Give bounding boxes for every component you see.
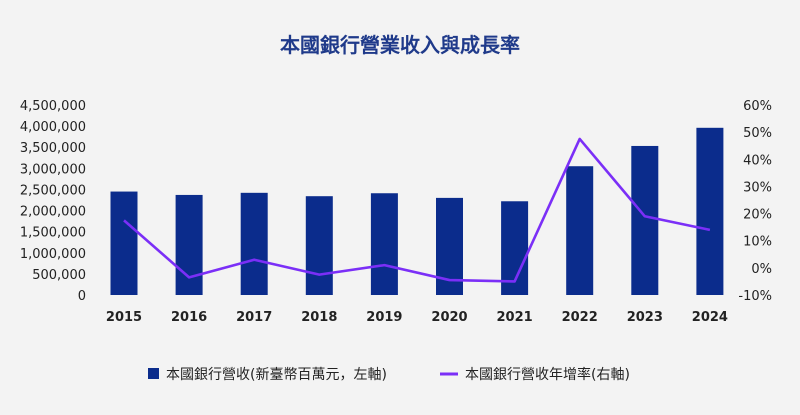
bar (696, 127, 724, 295)
left-tick-label: 4,500,000 (20, 99, 86, 114)
legend-line-label: 本國銀行營收年增率(右軸) (465, 366, 630, 383)
x-tick-label: 2024 (692, 310, 728, 325)
right-tick-label: 20% (743, 208, 772, 223)
left-tick-label: 2,000,000 (20, 205, 86, 220)
x-tick-label: 2017 (236, 310, 272, 325)
x-tick-label: 2019 (366, 310, 402, 325)
left-axis-ticks: 4,500,000 4,000,000 3,500,000 3,000,000 2,50… (20, 99, 86, 304)
x-tick-label: 2021 (497, 310, 533, 325)
right-tick-label: 30% (743, 180, 772, 195)
left-tick-label: 4,000,000 (20, 120, 86, 135)
right-tick-label: 50% (743, 126, 772, 141)
bar (175, 194, 203, 295)
legend-bar-label: 本國銀行營收(新臺幣百萬元，左軸) (166, 367, 387, 383)
left-tick-label: 500,000 (32, 268, 86, 283)
right-tick-label: 40% (743, 153, 772, 168)
right-tick-label: 0% (751, 262, 772, 277)
x-tick-label: 2016 (171, 310, 207, 325)
left-tick-label: 0 (78, 289, 86, 304)
x-axis-ticks: 2015 2016 2017 2018 2019 2020 2021 2022 2023 2024 (106, 310, 728, 325)
left-tick-label: 1,500,000 (20, 226, 86, 241)
legend: 本國銀行營收(新臺幣百萬元，左軸) 本國銀行營收年增率(右軸) (148, 366, 630, 383)
right-tick-label: 10% (743, 235, 772, 250)
legend-bar-swatch (148, 368, 159, 379)
x-tick-label: 2023 (627, 310, 663, 325)
left-tick-label: 3,000,000 (20, 162, 86, 177)
x-tick-label: 2018 (301, 310, 337, 325)
bar (305, 196, 333, 295)
bar (240, 192, 268, 295)
left-tick-label: 1,000,000 (20, 247, 86, 262)
line-series (123, 137, 711, 283)
right-axis-ticks: 60% 50% 40% 30% 20% 10% 0% -10% (738, 99, 772, 304)
chart-title: 本國銀行營業收入與成長率 (280, 33, 520, 57)
left-tick-label: 2,500,000 (20, 183, 86, 198)
growth-line (123, 137, 711, 283)
x-tick-label: 2022 (562, 310, 598, 325)
right-tick-label: -10% (738, 289, 772, 304)
bar (566, 166, 594, 295)
x-tick-label: 2015 (106, 310, 142, 325)
bar (110, 191, 138, 295)
bar-series (110, 127, 724, 295)
bar (631, 145, 659, 295)
left-tick-label: 3,500,000 (20, 141, 86, 156)
right-tick-label: 60% (743, 99, 772, 114)
bar (370, 193, 398, 295)
x-tick-label: 2020 (431, 310, 467, 325)
